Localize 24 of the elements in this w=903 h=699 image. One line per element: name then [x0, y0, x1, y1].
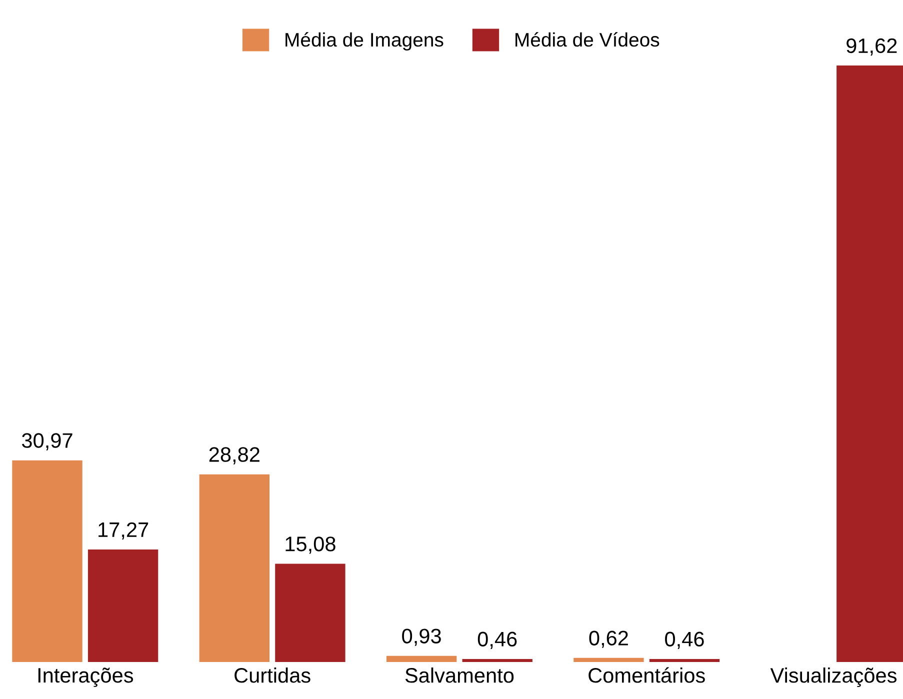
bar — [574, 658, 644, 662]
x-tick-label: Interações — [38, 668, 134, 687]
legend-label: Média de Imagens — [286, 32, 444, 51]
data-label: 28,82 — [209, 447, 260, 464]
x-tick-label: Curtidas — [234, 668, 310, 683]
data-label: 91,62 — [846, 38, 897, 56]
data-label: 30,97 — [22, 433, 72, 450]
data-label: 0,46 — [478, 632, 517, 649]
legend-label: Média de Vídeos — [516, 32, 660, 47]
bar — [275, 564, 346, 662]
data-label: 0,46 — [665, 632, 704, 649]
bar — [462, 658, 532, 662]
x-tick-label: Visualizações — [770, 668, 897, 688]
bar — [12, 460, 82, 662]
x-tick-label: Comentários — [588, 667, 705, 683]
bar — [199, 474, 270, 662]
data-label: 17,27 — [98, 522, 148, 540]
bar — [88, 550, 158, 662]
data-label: 0,62 — [589, 630, 628, 648]
bar — [386, 656, 457, 662]
data-label: 0,93 — [402, 628, 441, 646]
data-label: 15,08 — [286, 536, 336, 554]
x-tick-label: Salvamento — [405, 668, 514, 683]
bar — [649, 658, 720, 662]
